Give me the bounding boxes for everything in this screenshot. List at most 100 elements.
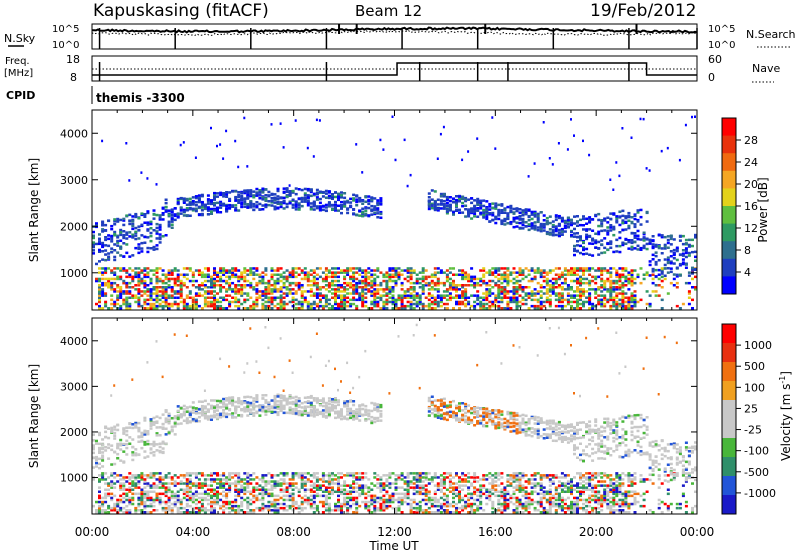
heatmap-cell (679, 235, 682, 238)
heatmap-cell (631, 137, 633, 140)
heatmap-cell (140, 305, 143, 308)
heatmap-cell (461, 202, 464, 205)
heatmap-cell (234, 297, 237, 300)
heatmap-cell (549, 280, 552, 283)
heatmap-cell (364, 269, 367, 272)
heatmap-cell (540, 284, 543, 287)
heatmap-cell (246, 284, 249, 287)
heatmap-cell (534, 299, 537, 302)
heatmap-cell (177, 418, 180, 421)
heatmap-cell (600, 230, 603, 233)
heatmap-cell (606, 249, 609, 252)
heatmap-cell (150, 278, 153, 281)
heatmap-cell (267, 472, 270, 475)
heatmap-cell (482, 267, 485, 270)
heatmap-cell (231, 267, 234, 270)
heatmap-cell (292, 282, 295, 285)
heatmap-cell (337, 294, 340, 297)
heatmap-cell (301, 301, 304, 304)
heatmap-cell (243, 486, 246, 489)
heatmap-cell (567, 219, 570, 222)
heatmap-cell (249, 404, 252, 407)
heatmap-cell (107, 489, 110, 492)
heatmap-cell (207, 198, 210, 201)
heatmap-cell (95, 465, 98, 468)
heatmap-cell (401, 274, 404, 277)
heatmap-cell (274, 280, 277, 283)
heatmap-cell (455, 205, 458, 208)
heatmap-cell (543, 214, 546, 217)
heatmap-cell (655, 244, 658, 247)
heatmap-cell (376, 297, 379, 300)
heatmap-cell (597, 299, 600, 302)
heatmap-cell (473, 294, 476, 297)
heatmap-cell (156, 267, 159, 270)
heatmap-cell (101, 501, 104, 504)
heatmap-cell (216, 478, 219, 481)
heatmap-cell (467, 215, 470, 218)
nsky-tick-low: 10^0 (52, 40, 79, 51)
heatmap-cell (143, 486, 146, 489)
heatmap-cell (643, 274, 646, 277)
heatmap-cell (494, 205, 497, 208)
heatmap-cell (267, 194, 270, 197)
heatmap-cell (576, 215, 579, 218)
heatmap-cell (570, 301, 573, 304)
heatmap-cell (543, 292, 546, 295)
heatmap-cell (246, 414, 249, 417)
heatmap-cell (225, 507, 228, 510)
heatmap-cell (597, 253, 600, 256)
heatmap-cell (537, 226, 540, 229)
heatmap-cell (198, 493, 201, 496)
heatmap-cell (95, 278, 98, 281)
heatmap-cell (561, 286, 564, 289)
heatmap-cell (627, 241, 630, 244)
heatmap-cell (473, 213, 476, 216)
heatmap-cell (588, 280, 591, 283)
heatmap-cell (419, 278, 422, 281)
heatmap-cell (143, 242, 146, 245)
heatmap-cell (588, 219, 591, 222)
heatmap-cell (255, 288, 258, 291)
heatmap-cell (213, 192, 216, 195)
heatmap-cell (434, 288, 437, 291)
heatmap-cell (591, 254, 594, 256)
heatmap-cell (252, 400, 255, 403)
heatmap-cell (588, 254, 591, 257)
heatmap-cell (98, 463, 101, 466)
heatmap-cell (274, 269, 277, 272)
heatmap-cell (334, 196, 337, 199)
heatmap-cell (207, 267, 210, 270)
heatmap-cell (522, 278, 525, 281)
heatmap-cell (243, 371, 245, 374)
heatmap-cell (334, 201, 337, 204)
heatmap-cell (271, 307, 274, 310)
heatmap-cell (128, 255, 131, 258)
heatmap-cell (455, 199, 458, 202)
nsky-trace (92, 28, 697, 33)
heatmap-cell (171, 430, 174, 433)
heatmap-cell (594, 276, 597, 279)
heatmap-cell (110, 394, 112, 397)
heatmap-cell (246, 410, 249, 413)
heatmap-cell (104, 478, 107, 481)
heatmap-cell (343, 192, 346, 195)
heatmap-cell (289, 202, 292, 205)
heatmap-cell (561, 305, 564, 308)
heatmap-cell (473, 282, 476, 285)
heatmap-cell (231, 282, 234, 285)
heatmap-cell (98, 271, 101, 274)
heatmap-cell (271, 297, 274, 300)
heatmap-cell (104, 249, 107, 252)
heatmap-cell (171, 426, 174, 429)
heatmap-cell (295, 201, 298, 204)
heatmap-cell (440, 305, 443, 308)
heatmap-cell (367, 207, 370, 210)
heatmap-cell (627, 215, 630, 218)
heatmap-cell (140, 278, 143, 281)
heatmap-cell (104, 224, 107, 227)
heatmap-cell (228, 269, 231, 272)
heatmap-cell (631, 292, 634, 295)
heatmap-cell (195, 511, 198, 514)
heatmap-cell (292, 267, 295, 270)
